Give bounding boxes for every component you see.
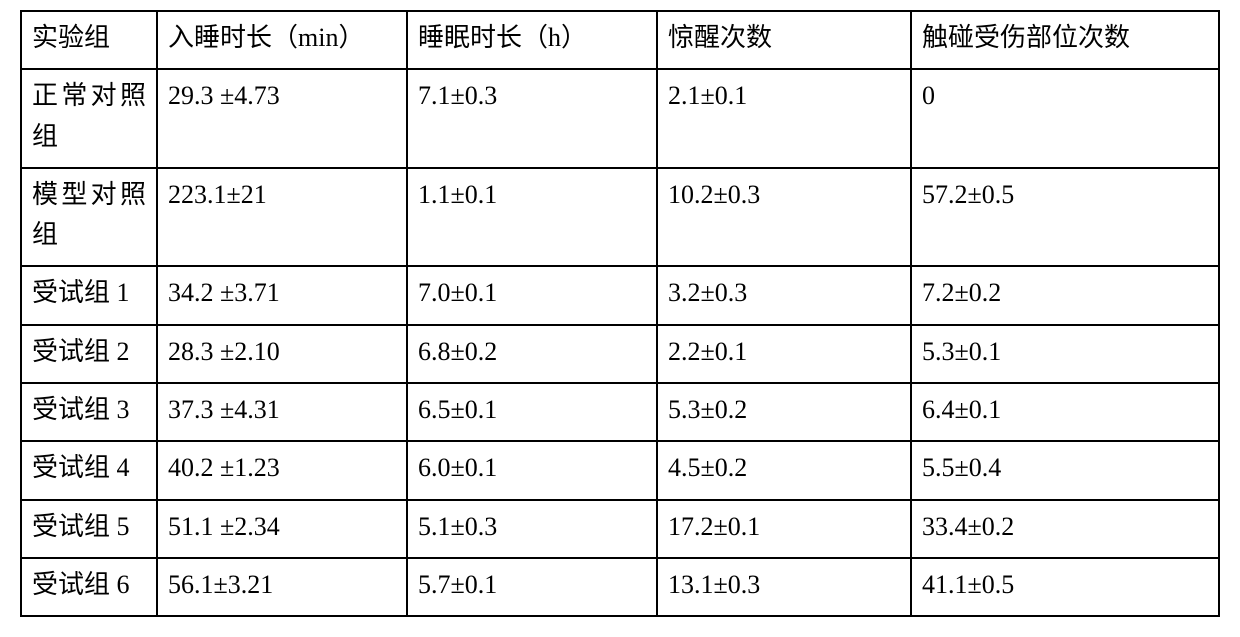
row-label: 受试组 6 xyxy=(21,558,157,616)
row-label: 受试组 2 xyxy=(21,325,157,383)
cell-onset: 34.2 ±3.71 xyxy=(157,266,407,324)
cell-duration: 6.0±0.1 xyxy=(407,441,657,499)
cell-awaken: 4.5±0.2 xyxy=(657,441,911,499)
cell-onset: 223.1±21 xyxy=(157,168,407,267)
row-label: 受试组 3 xyxy=(21,383,157,441)
table-row: 正常对照组 29.3 ±4.73 7.1±0.3 2.1±0.1 0 xyxy=(21,69,1219,168)
col-header-touch: 触碰受伤部位次数 xyxy=(911,11,1219,69)
col-header-duration: 睡眠时长（h） xyxy=(407,11,657,69)
table-header-row: 实验组 入睡时长（min） 睡眠时长（h） 惊醒次数 触碰受伤部位次数 xyxy=(21,11,1219,69)
row-label: 受试组 5 xyxy=(21,500,157,558)
cell-duration: 7.1±0.3 xyxy=(407,69,657,168)
cell-touch: 5.3±0.1 xyxy=(911,325,1219,383)
cell-touch: 7.2±0.2 xyxy=(911,266,1219,324)
cell-awaken: 5.3±0.2 xyxy=(657,383,911,441)
cell-touch: 6.4±0.1 xyxy=(911,383,1219,441)
cell-touch: 0 xyxy=(911,69,1219,168)
cell-onset: 40.2 ±1.23 xyxy=(157,441,407,499)
table-row: 受试组 4 40.2 ±1.23 6.0±0.1 4.5±0.2 5.5±0.4 xyxy=(21,441,1219,499)
cell-onset: 29.3 ±4.73 xyxy=(157,69,407,168)
table-row: 受试组 5 51.1 ±2.34 5.1±0.3 17.2±0.1 33.4±0… xyxy=(21,500,1219,558)
cell-onset: 28.3 ±2.10 xyxy=(157,325,407,383)
cell-awaken: 2.2±0.1 xyxy=(657,325,911,383)
cell-duration: 6.8±0.2 xyxy=(407,325,657,383)
row-label: 受试组 1 xyxy=(21,266,157,324)
table-row: 受试组 6 56.1±3.21 5.7±0.1 13.1±0.3 41.1±0.… xyxy=(21,558,1219,616)
cell-awaken: 17.2±0.1 xyxy=(657,500,911,558)
row-label: 正常对照组 xyxy=(21,69,157,168)
row-label: 受试组 4 xyxy=(21,441,157,499)
cell-awaken: 3.2±0.3 xyxy=(657,266,911,324)
table-row: 受试组 1 34.2 ±3.71 7.0±0.1 3.2±0.3 7.2±0.2 xyxy=(21,266,1219,324)
table-row: 受试组 3 37.3 ±4.31 6.5±0.1 5.3±0.2 6.4±0.1 xyxy=(21,383,1219,441)
cell-touch: 5.5±0.4 xyxy=(911,441,1219,499)
col-header-group: 实验组 xyxy=(21,11,157,69)
cell-awaken: 10.2±0.3 xyxy=(657,168,911,267)
data-table: 实验组 入睡时长（min） 睡眠时长（h） 惊醒次数 触碰受伤部位次数 正常对照… xyxy=(20,10,1220,617)
cell-onset: 51.1 ±2.34 xyxy=(157,500,407,558)
row-label: 模型对照组 xyxy=(21,168,157,267)
cell-duration: 6.5±0.1 xyxy=(407,383,657,441)
cell-duration: 1.1±0.1 xyxy=(407,168,657,267)
col-header-onset: 入睡时长（min） xyxy=(157,11,407,69)
cell-duration: 5.1±0.3 xyxy=(407,500,657,558)
cell-onset: 37.3 ±4.31 xyxy=(157,383,407,441)
table-body: 实验组 入睡时长（min） 睡眠时长（h） 惊醒次数 触碰受伤部位次数 正常对照… xyxy=(21,11,1219,616)
table-row: 模型对照组 223.1±21 1.1±0.1 10.2±0.3 57.2±0.5 xyxy=(21,168,1219,267)
cell-awaken: 13.1±0.3 xyxy=(657,558,911,616)
page: 实验组 入睡时长（min） 睡眠时长（h） 惊醒次数 触碰受伤部位次数 正常对照… xyxy=(0,0,1240,637)
table-row: 受试组 2 28.3 ±2.10 6.8±0.2 2.2±0.1 5.3±0.1 xyxy=(21,325,1219,383)
cell-touch: 41.1±0.5 xyxy=(911,558,1219,616)
cell-duration: 7.0±0.1 xyxy=(407,266,657,324)
col-header-awaken: 惊醒次数 xyxy=(657,11,911,69)
cell-onset: 56.1±3.21 xyxy=(157,558,407,616)
cell-duration: 5.7±0.1 xyxy=(407,558,657,616)
cell-awaken: 2.1±0.1 xyxy=(657,69,911,168)
cell-touch: 57.2±0.5 xyxy=(911,168,1219,267)
cell-touch: 33.4±0.2 xyxy=(911,500,1219,558)
